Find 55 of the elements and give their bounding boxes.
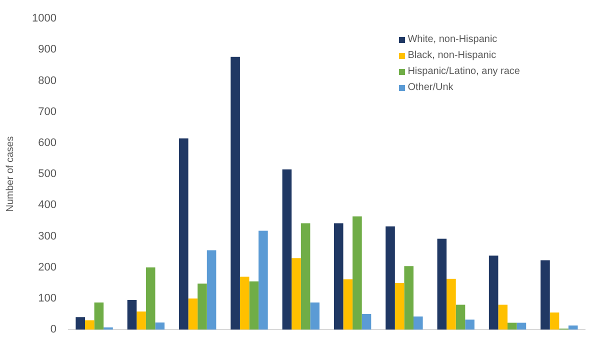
y-tick-label: 0 (50, 324, 56, 336)
bar (498, 304, 508, 330)
bar (343, 279, 353, 330)
bar (136, 312, 146, 330)
bar (568, 326, 578, 330)
legend-label: Black, non-Hispanic (408, 50, 496, 61)
bar (104, 327, 113, 330)
y-tick-label: 100 (38, 292, 56, 305)
y-tick-label: 500 (38, 168, 56, 180)
bar (404, 266, 414, 330)
y-tick-label: 600 (38, 137, 56, 150)
bar (414, 316, 423, 330)
bar (437, 238, 447, 330)
bar (394, 282, 404, 330)
y-tick-label: 300 (38, 230, 56, 242)
bar (456, 304, 466, 330)
y-tick-label: 200 (38, 261, 56, 274)
bar (127, 300, 137, 330)
bar (240, 276, 250, 330)
legend-label: Hispanic/Latino, any race (408, 66, 520, 77)
bar (508, 322, 517, 330)
bar (446, 278, 456, 330)
bar (516, 322, 526, 330)
bar (310, 302, 320, 330)
bar (198, 284, 207, 330)
bar (230, 56, 240, 330)
legend-label: White, non-Hispanic (408, 34, 498, 45)
y-axis-title: Number of cases (4, 136, 16, 212)
bar (292, 258, 301, 330)
bar (179, 138, 188, 330)
bar (334, 223, 344, 330)
bar (488, 256, 498, 330)
bar (352, 216, 362, 330)
bar (540, 260, 550, 330)
y-tick-label: 1000 (32, 12, 56, 25)
bar (258, 230, 268, 330)
y-tick-label: 700 (38, 106, 56, 118)
bar (465, 320, 474, 330)
y-tick-label: 900 (38, 44, 56, 56)
bar (386, 226, 395, 330)
bar (362, 314, 372, 330)
bar (206, 250, 216, 330)
bar (188, 298, 198, 330)
legend-label: Other/Unk (408, 82, 454, 93)
bar (550, 312, 560, 330)
bar (76, 317, 85, 330)
bar (85, 320, 94, 330)
y-tick-label: 400 (38, 199, 56, 212)
bar (155, 322, 165, 330)
y-tick-label: 800 (38, 74, 56, 87)
bar (300, 223, 310, 330)
bar (249, 281, 259, 330)
bar (94, 302, 104, 330)
bar (146, 267, 156, 330)
bar (282, 169, 292, 330)
